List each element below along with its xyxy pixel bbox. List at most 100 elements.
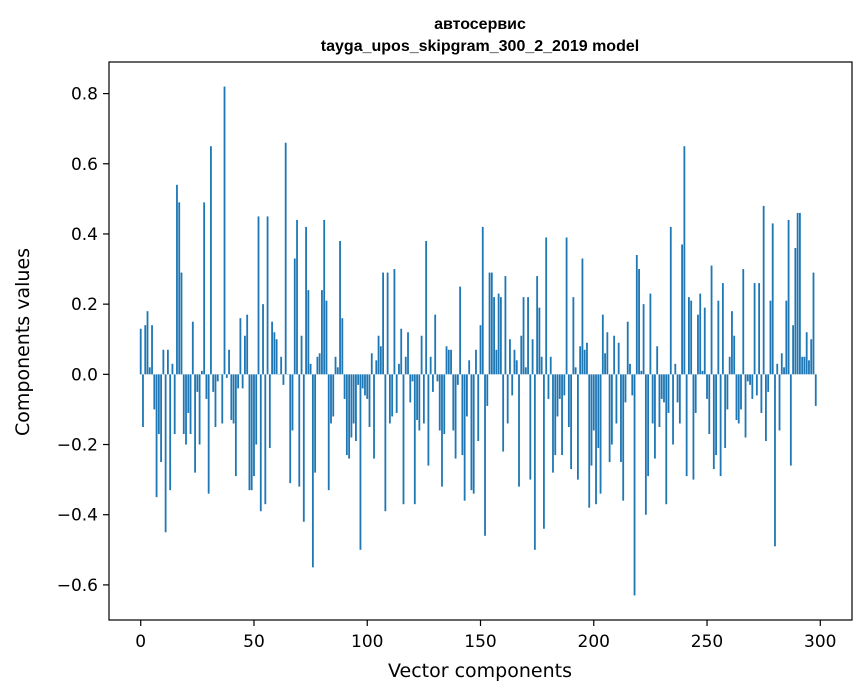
bar [654, 374, 656, 459]
bar [599, 374, 602, 494]
bar [678, 374, 681, 424]
bar [785, 300, 788, 375]
bar [812, 272, 815, 375]
bar [783, 367, 785, 375]
bar [332, 374, 335, 417]
bar [185, 374, 187, 445]
bar [223, 86, 226, 375]
bar [545, 237, 548, 375]
bar [264, 374, 267, 505]
bar [314, 374, 317, 473]
bar [375, 360, 378, 375]
bar [708, 374, 711, 434]
bar [262, 304, 264, 375]
bar [647, 374, 650, 477]
bar [155, 374, 158, 498]
bar [436, 374, 439, 382]
bar [205, 374, 208, 399]
bar [373, 374, 375, 459]
y-tick-label: 0.0 [71, 365, 98, 385]
bar [266, 216, 269, 375]
bar [311, 374, 314, 568]
bar [382, 272, 384, 375]
bar [409, 374, 412, 403]
bar [726, 374, 729, 410]
bar [422, 374, 425, 424]
bar [681, 244, 684, 375]
bar [402, 374, 405, 505]
bar [740, 374, 742, 410]
bar [411, 374, 414, 382]
bar [778, 374, 781, 431]
bar [479, 325, 482, 375]
bar [176, 184, 178, 375]
bar [386, 272, 389, 375]
bar [357, 374, 360, 385]
bar [631, 374, 634, 396]
y-tick-label: 0.2 [71, 295, 98, 315]
bar [674, 363, 677, 375]
bar [257, 216, 260, 375]
bar [323, 219, 326, 375]
bar [617, 342, 620, 375]
bar [352, 374, 355, 424]
bar [601, 314, 604, 375]
bar [221, 374, 224, 424]
bar [248, 374, 251, 491]
bar [731, 311, 733, 375]
bar [477, 374, 480, 442]
bars-group [139, 86, 817, 596]
bar [561, 374, 563, 456]
bar [796, 212, 799, 375]
bar [246, 314, 249, 375]
bar [230, 374, 233, 420]
bar [588, 374, 591, 508]
bar [570, 374, 573, 470]
bar [302, 374, 305, 522]
bar [552, 374, 554, 473]
bar [701, 370, 704, 375]
bar [171, 363, 174, 375]
bar [638, 269, 640, 375]
bar [151, 325, 153, 375]
bar [518, 374, 520, 487]
bar [232, 374, 235, 424]
bar [418, 374, 421, 431]
bar [814, 374, 817, 406]
bar [259, 374, 262, 512]
x-axis-ticks: 0 50 100 150 200 250 300 [135, 620, 837, 652]
bar [298, 374, 301, 487]
y-tick-label: −0.2 [57, 436, 98, 456]
bar [586, 342, 588, 375]
bar [801, 356, 804, 375]
bar [642, 304, 645, 375]
bar [669, 226, 672, 375]
bar [649, 293, 652, 375]
bar [271, 321, 273, 375]
bar [665, 374, 668, 505]
bar [330, 374, 332, 424]
bar [395, 374, 398, 413]
bar [789, 374, 792, 466]
bar [466, 374, 468, 417]
bar [148, 367, 151, 375]
bar [787, 219, 790, 375]
bar [624, 374, 627, 403]
bar [194, 374, 196, 473]
bar [345, 374, 348, 456]
bar [427, 374, 430, 466]
bar [558, 374, 561, 399]
bar [565, 237, 568, 375]
bar [173, 374, 176, 434]
bar [697, 314, 699, 375]
bar [203, 202, 206, 375]
bar [393, 269, 396, 375]
bar [502, 374, 505, 452]
bar [719, 374, 722, 477]
bar [355, 374, 357, 442]
bar [606, 332, 609, 375]
bar [604, 353, 606, 375]
bar [672, 374, 674, 445]
y-tick-label: 0.8 [71, 85, 98, 105]
bar [391, 374, 394, 417]
